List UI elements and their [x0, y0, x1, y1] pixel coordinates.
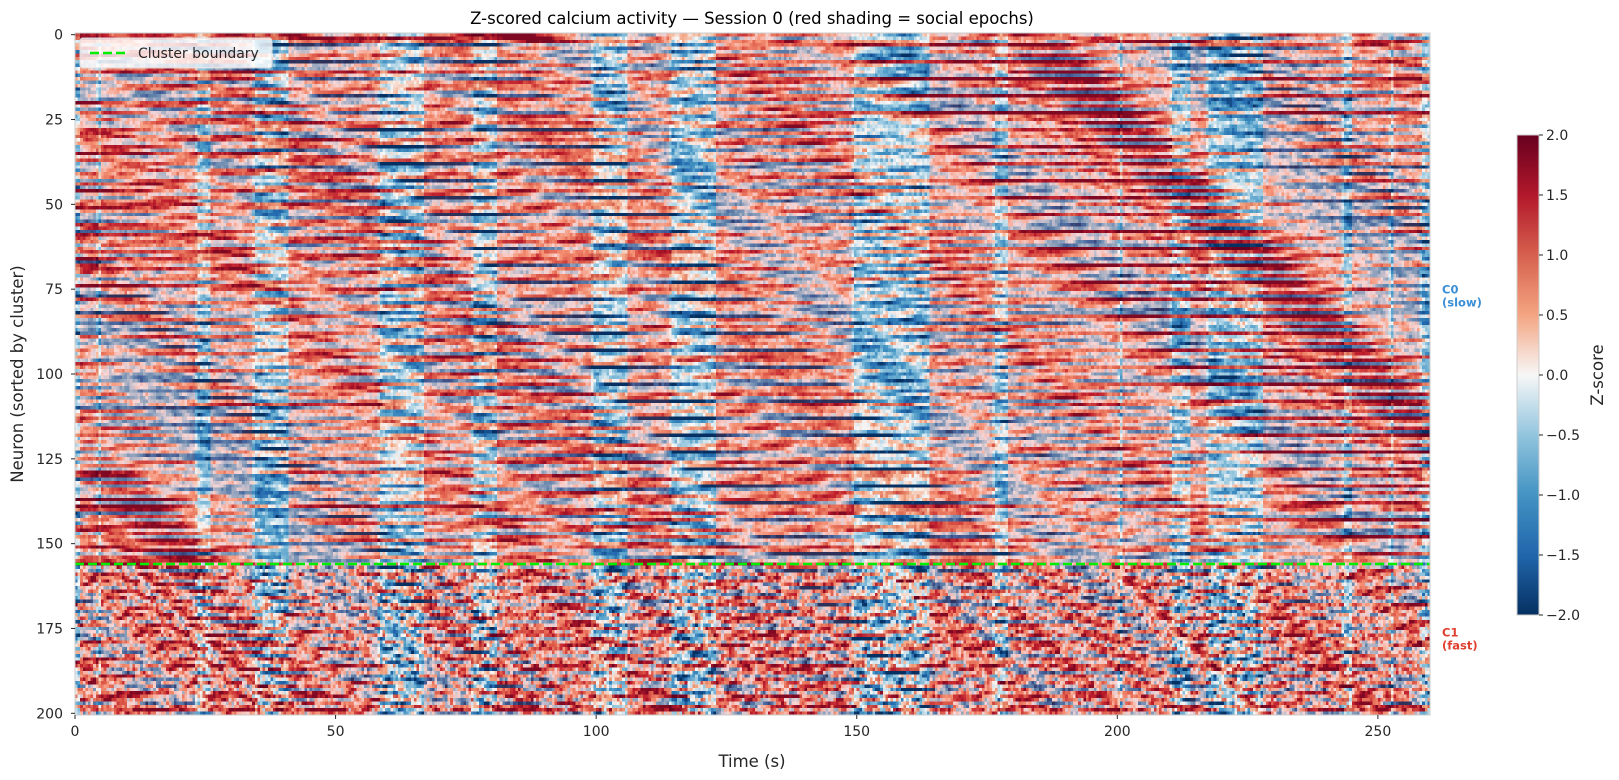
y-tick-label: 125	[36, 452, 63, 468]
colorbar-tick-label: 0.0	[1546, 368, 1568, 384]
colorbar-tick-label: −0.5	[1546, 428, 1580, 444]
social-epoch-band	[1007, 33, 1118, 715]
social-epoch-band	[288, 33, 378, 715]
social-epoch-band	[1393, 33, 1420, 715]
x-tick-label: 50	[327, 724, 345, 740]
social-epoch-band	[101, 33, 195, 715]
cluster-label-c1-type: (fast)	[1442, 638, 1478, 652]
legend: Cluster boundary	[79, 37, 273, 69]
social-epoch-band	[929, 33, 993, 715]
chart-title: Z-scored calcium activity — Session 0 (r…	[470, 9, 1034, 28]
colorbar-tick-label: 2.0	[1546, 128, 1568, 144]
heatmap	[75, 33, 1430, 715]
y-tick-label: 175	[36, 621, 63, 637]
heatmap-image	[75, 33, 1430, 715]
y-tick-label: 0	[54, 28, 63, 44]
cluster-label-c0-type: (slow)	[1442, 296, 1482, 310]
social-epoch-band	[80, 33, 96, 715]
cluster-label-c0: C0 (slow)	[1442, 283, 1482, 310]
social-epoch-band	[1263, 33, 1342, 715]
social-epoch-band	[716, 33, 852, 715]
y-tick-label: 200	[36, 706, 63, 722]
colorbar-tick-label: 1.5	[1546, 188, 1568, 204]
x-tick-label: 100	[583, 724, 610, 740]
colorbar-tick-label: 1.0	[1546, 248, 1568, 264]
social-epoch-band	[1190, 33, 1206, 715]
x-tick-label: 250	[1365, 724, 1392, 740]
colorbar: 2.0 1.5 1.0 0.5 0.0 −0.5 −1.0 −1.5 −2.0 Z-score	[1516, 128, 1607, 624]
y-tick-label: 100	[36, 367, 63, 383]
legend-box	[79, 37, 273, 69]
cluster-label-c1: C1 (fast)	[1442, 625, 1478, 652]
x-axis-ticks: 0 50 100 150 200 250	[71, 715, 1392, 740]
y-tick-label: 75	[45, 282, 63, 298]
y-tick-label: 50	[45, 197, 63, 213]
x-tick-label: 0	[71, 724, 80, 740]
cluster-label-c1-name: C1	[1442, 625, 1458, 639]
x-tick-label: 200	[1104, 724, 1131, 740]
y-axis-label: Neuron (sorted by cluster)	[8, 265, 27, 482]
social-epoch-shading	[80, 33, 1420, 715]
colorbar-label: Z-score	[1588, 344, 1607, 405]
y-axis-ticks: 0 25 50 75 100 125 150 175 200	[36, 28, 75, 722]
social-epoch-band	[497, 33, 591, 715]
y-tick-label: 150	[36, 537, 63, 553]
cluster-label-c0-name: C0	[1442, 283, 1458, 297]
social-epoch-band	[627, 33, 670, 715]
colorbar-tick-label: −2.0	[1546, 608, 1580, 624]
colorbar-tick-label: 0.5	[1546, 308, 1568, 324]
x-tick-label: 150	[843, 724, 870, 740]
colorbar-tick-label: −1.5	[1546, 548, 1580, 564]
colorbar-gradient	[1516, 134, 1540, 616]
colorbar-ticks: 2.0 1.5 1.0 0.5 0.0 −0.5 −1.0 −1.5 −2.0	[1539, 128, 1580, 624]
social-epoch-band	[424, 33, 472, 715]
colorbar-tick-label: −1.0	[1546, 488, 1580, 504]
legend-label-cluster-boundary: Cluster boundary	[138, 46, 259, 62]
social-epoch-band	[210, 33, 253, 715]
cluster-labels: C0 (slow) C1 (fast)	[1442, 283, 1482, 653]
social-epoch-band	[1351, 33, 1389, 715]
social-epoch-band	[1122, 33, 1170, 715]
x-axis-label: Time (s)	[717, 752, 785, 771]
y-tick-label: 25	[45, 113, 63, 129]
